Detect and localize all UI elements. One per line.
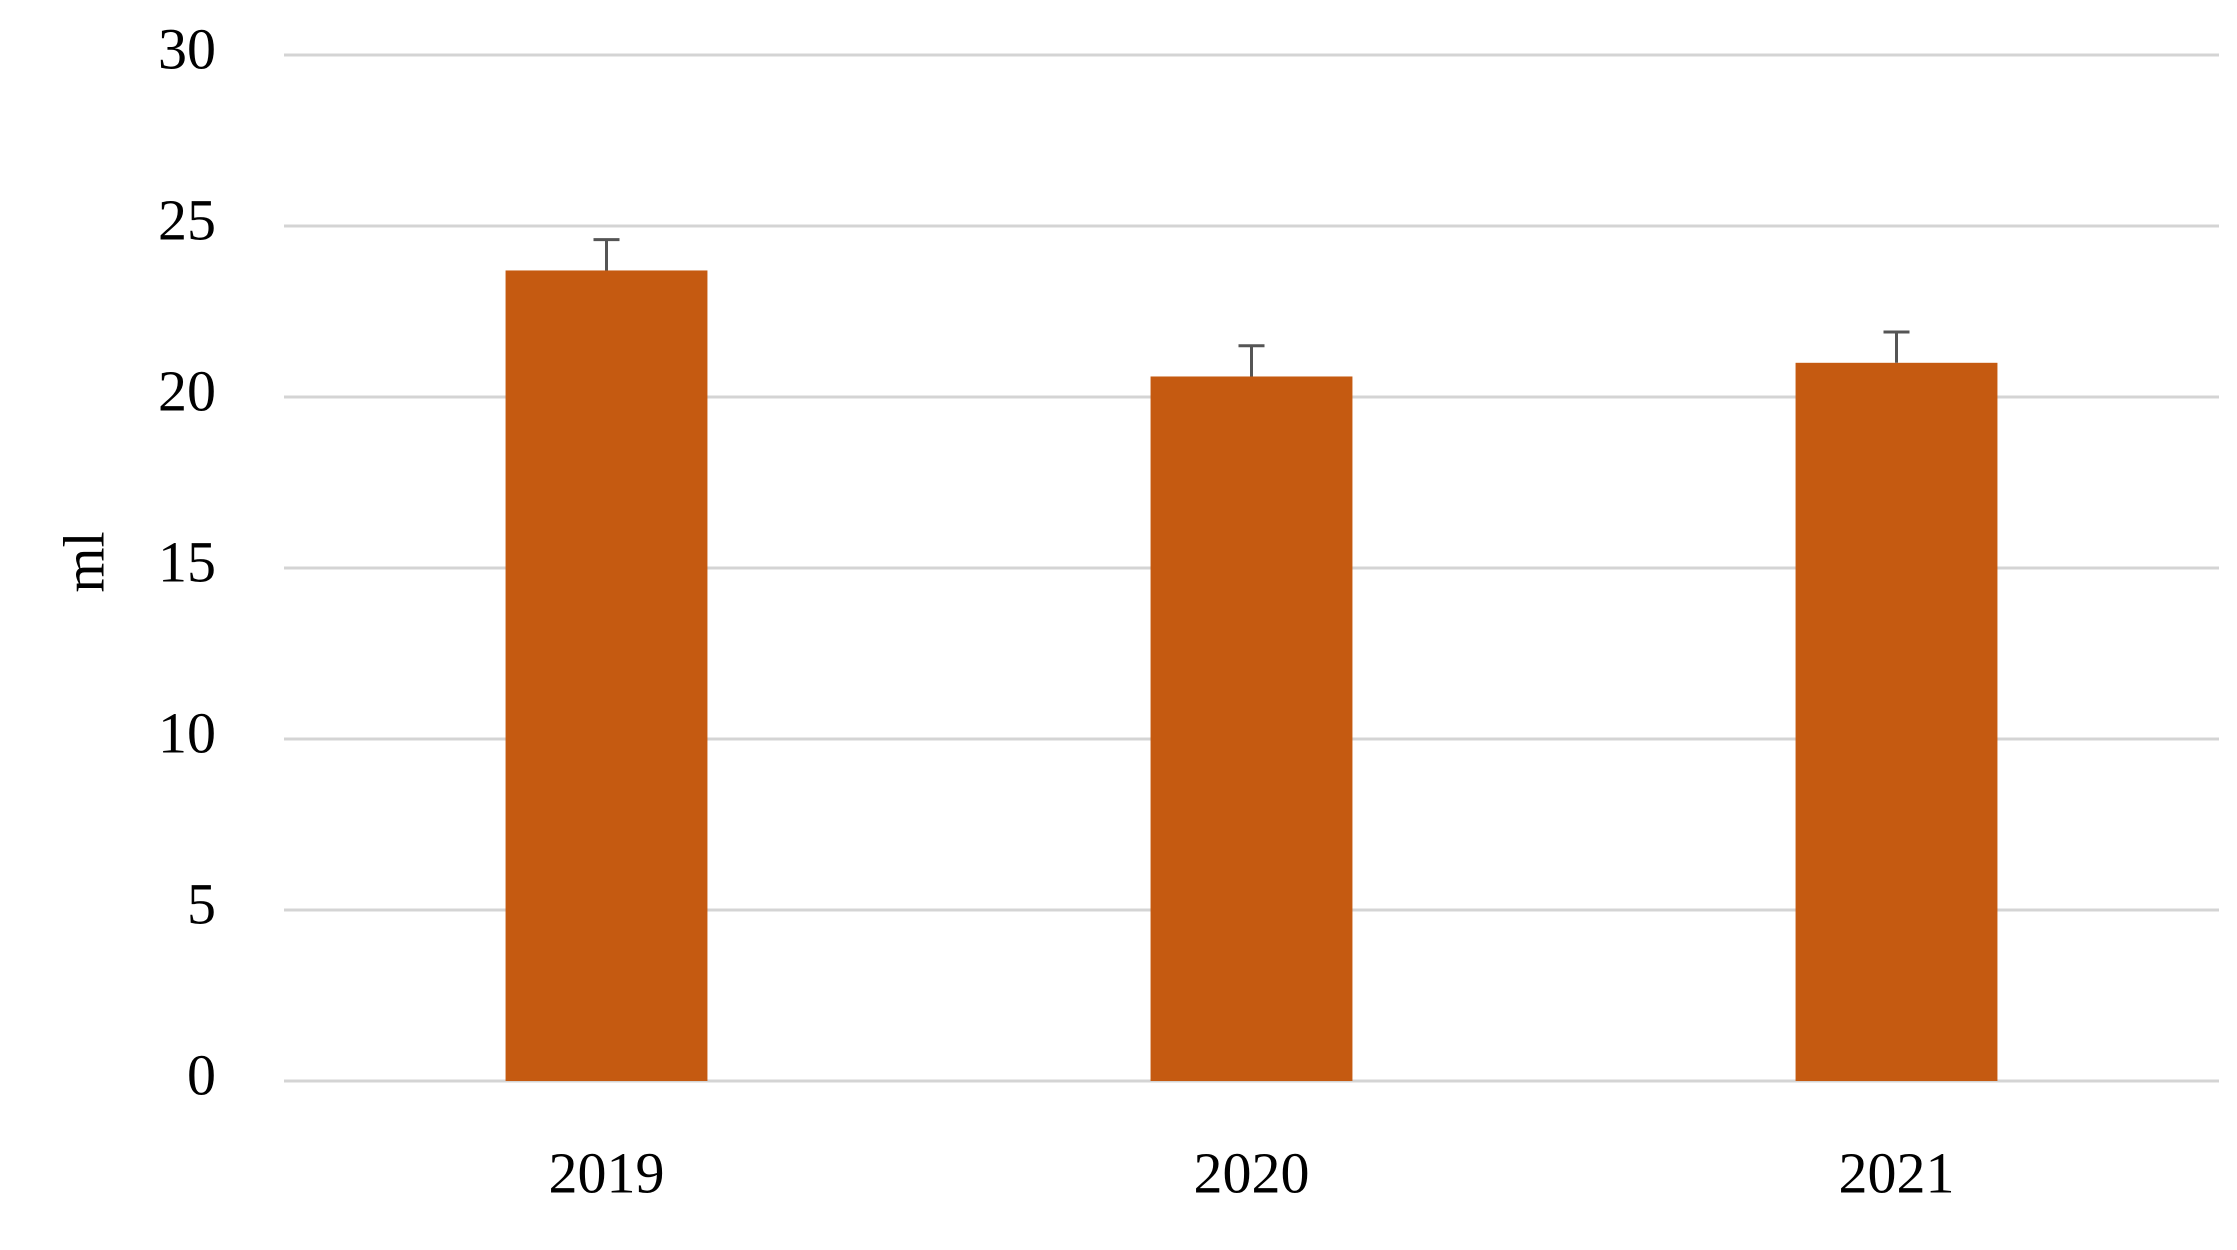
error-bar <box>1883 330 1910 363</box>
x-tick-label: 2021 <box>1839 1140 1955 1205</box>
error-bar <box>1238 344 1265 377</box>
x-tick-label: 2020 <box>1194 1140 1310 1205</box>
y-tick-label: 15 <box>158 529 216 594</box>
y-tick-label: 30 <box>158 16 216 81</box>
y-tick-label: 20 <box>158 358 216 423</box>
y-tick-label: 25 <box>158 187 216 252</box>
y-tick-label: 0 <box>187 1042 216 1107</box>
x-tick-label: 2019 <box>549 1140 665 1205</box>
bar <box>1795 362 1998 1081</box>
error-bar <box>593 238 620 271</box>
bar <box>1150 376 1353 1082</box>
y-tick-label: 10 <box>158 700 216 765</box>
y-axis-label: ml <box>51 531 116 592</box>
y-tick-label: 5 <box>187 871 216 936</box>
bar <box>505 270 708 1082</box>
